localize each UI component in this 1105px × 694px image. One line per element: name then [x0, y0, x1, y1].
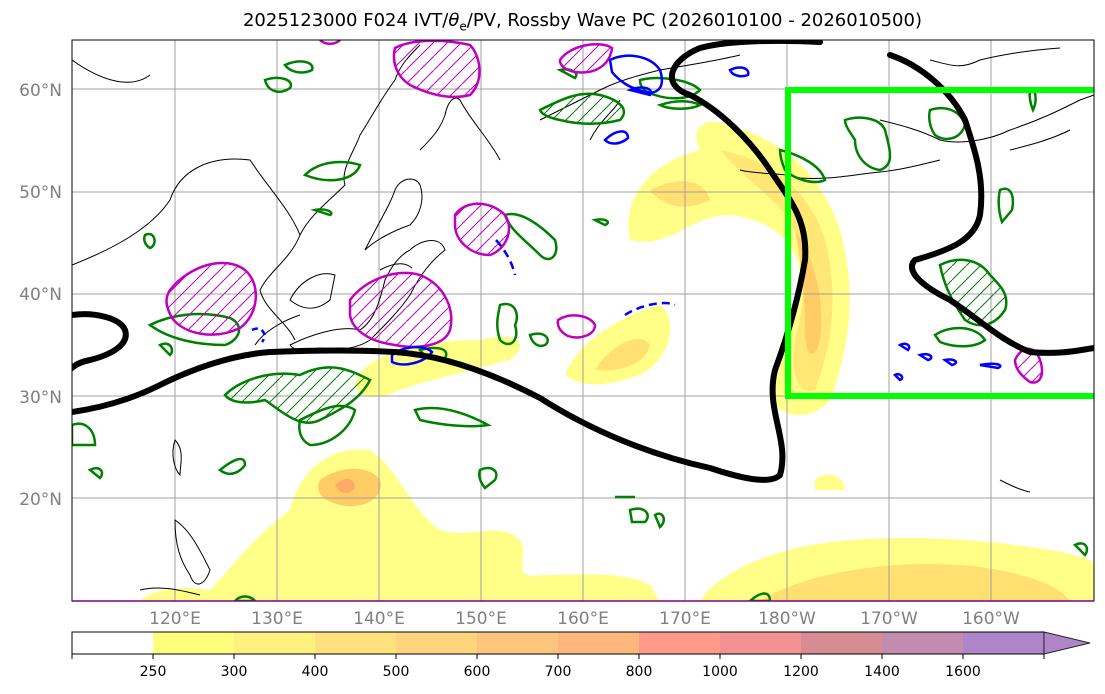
- colorbar-segment: [558, 632, 639, 654]
- colorbar-segment: [639, 632, 720, 654]
- lon-label: 150°E: [455, 609, 507, 629]
- colorbar-tick-label: 600: [464, 664, 491, 680]
- colorbar-tick-label: 1000: [702, 664, 738, 680]
- colorbar-segment: [882, 632, 963, 654]
- lon-label: 170°E: [659, 609, 711, 629]
- latitude-axis: 60°N 50°N 40°N 30°N 20°N: [19, 81, 62, 510]
- lon-label: 170°W: [860, 609, 918, 629]
- colorbar-segment: [477, 632, 558, 654]
- lon-label: 160°W: [962, 609, 1020, 629]
- lat-label: 50°N: [19, 183, 62, 203]
- colorbar-segment: [153, 632, 234, 654]
- lat-label: 20°N: [19, 490, 62, 510]
- lon-label: 130°E: [251, 609, 303, 629]
- colorbar: 250 300 400 500 600 700 800 1000 1200 1400 1600: [71, 631, 1091, 680]
- lon-label: 120°E: [149, 609, 201, 629]
- colorbar-segment: [72, 632, 153, 654]
- colorbar-segment: [234, 632, 315, 654]
- target-region-box: [785, 87, 1094, 399]
- colorbar-extend-arrow: [1043, 631, 1091, 655]
- pv-positive-contours: [165, 40, 1044, 384]
- lat-label: 30°N: [19, 388, 62, 408]
- pv-negative-contours: [251, 54, 1002, 382]
- theta-e-contours: [72, 60, 1089, 601]
- lon-label: 160°E: [557, 609, 609, 629]
- chart-title: 2025123000 F024 IVT/θe/PV, Rossby Wave P…: [242, 10, 922, 34]
- colorbar-tick-label: 1400: [864, 664, 900, 680]
- colorbar-tick-label: 250: [140, 664, 167, 680]
- colorbar-segment: [963, 632, 1044, 654]
- lat-label: 60°N: [19, 81, 62, 101]
- colorbar-segment: [396, 632, 477, 654]
- colorbar-tick-label: 300: [221, 664, 248, 680]
- colorbar-segment: [315, 632, 396, 654]
- colorbar-segment: [801, 632, 882, 654]
- colorbar-tick-label: 700: [545, 664, 572, 680]
- lon-label: 140°E: [353, 609, 405, 629]
- rossby-pc-contour: [72, 40, 1094, 483]
- colorbar-segment: [720, 632, 801, 654]
- ivt-shading: [140, 121, 1094, 601]
- colorbar-tick-label: 1600: [945, 664, 981, 680]
- colorbar-tick-label: 400: [302, 664, 329, 680]
- map-panel: [72, 40, 1094, 601]
- longitude-axis: 120°E 130°E 140°E 150°E 160°E 170°E 180°…: [149, 609, 1020, 629]
- lon-label: 180°W: [758, 609, 816, 629]
- lat-label: 40°N: [19, 285, 62, 305]
- colorbar-tick-label: 1200: [783, 664, 819, 680]
- colorbar-tick-label: 800: [626, 664, 653, 680]
- colorbar-tick-label: 500: [383, 664, 410, 680]
